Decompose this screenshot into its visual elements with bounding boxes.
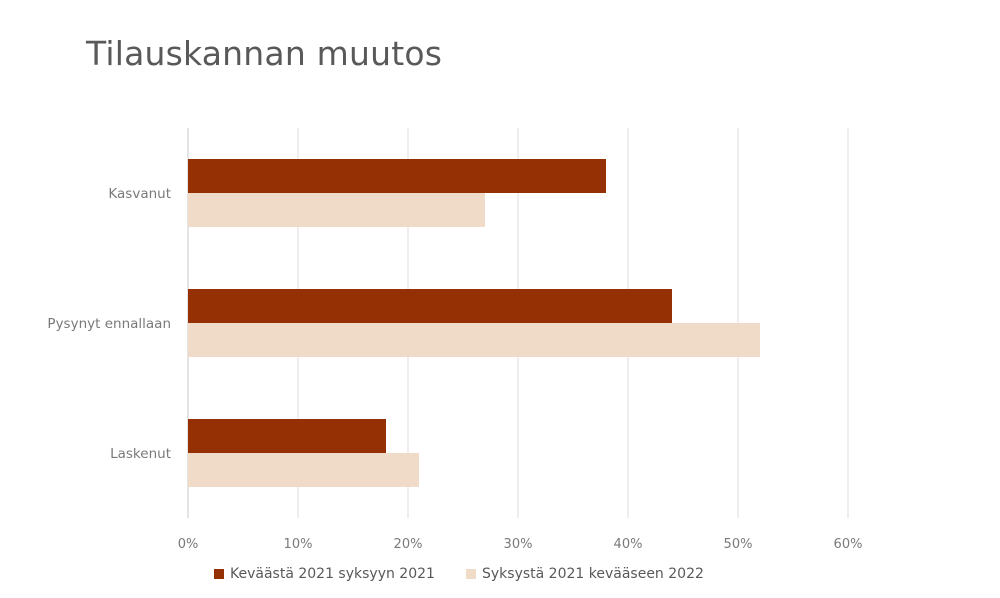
category-label-0: Kasvanut (108, 186, 171, 202)
x-tick-label-0: 0% (178, 537, 199, 552)
legend-label-series-2: Syksystä 2021 kevääseen 2022 (482, 566, 704, 582)
legend: Keväästä 2021 syksyyn 2021 Syksystä 2021… (0, 566, 1000, 586)
x-tick-label-40: 40% (614, 537, 643, 552)
legend-swatch-series-1 (214, 569, 224, 579)
x-tick-label-10: 10% (284, 537, 313, 552)
y-axis-labels: Kasvanut Pysynyt ennallaan Laskenut (47, 186, 171, 462)
x-tick-label-30: 30% (504, 537, 533, 552)
bar-0-series-1 (188, 159, 606, 193)
bar-1-series-2 (188, 323, 760, 357)
x-tick-label-20: 20% (394, 537, 423, 552)
legend-label-series-1: Keväästä 2021 syksyyn 2021 (230, 566, 435, 582)
bar-2-series-1 (188, 419, 386, 453)
chart-title: Tilauskannan muutos (86, 34, 443, 73)
legend-item-series-1: Keväästä 2021 syksyyn 2021 (214, 566, 435, 582)
x-tick-label-60: 60% (834, 537, 863, 552)
category-label-2: Laskenut (110, 446, 171, 462)
bar-1-series-1 (188, 289, 672, 323)
bar-0-series-2 (188, 193, 485, 227)
bar-2-series-2 (188, 453, 419, 487)
legend-item-series-2: Syksystä 2021 kevääseen 2022 (466, 566, 704, 582)
category-label-1: Pysynyt ennallaan (47, 316, 171, 332)
legend-swatch-series-2 (466, 569, 476, 579)
x-axis-labels: 0% 10% 20% 30% 40% 50% 60% (178, 537, 863, 552)
x-tick-label-50: 50% (724, 537, 753, 552)
bars (188, 159, 760, 487)
